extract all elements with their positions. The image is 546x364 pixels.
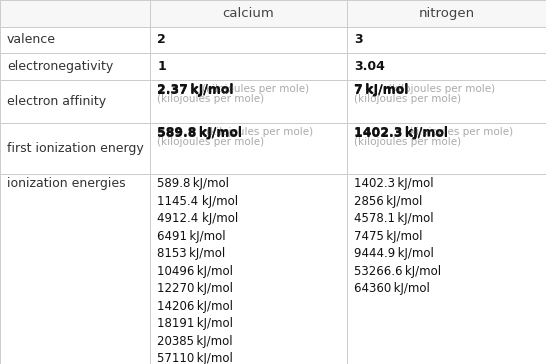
Text: (kilojoules per mole): (kilojoules per mole): [203, 84, 310, 94]
Text: electron affinity: electron affinity: [7, 95, 106, 108]
Text: 589.8 kJ/mol
1145.4 kJ/mol
4912.4 kJ/mol
6491 kJ/mol
8153 kJ/mol
10496 kJ/mol
12: 589.8 kJ/mol 1145.4 kJ/mol 4912.4 kJ/mol…: [157, 177, 239, 364]
Text: electronegativity: electronegativity: [7, 60, 114, 73]
Bar: [150, 80, 347, 123]
Bar: [150, 27, 347, 53]
Text: nitrogen: nitrogen: [418, 7, 474, 20]
Bar: [347, 174, 546, 364]
Text: 3.04: 3.04: [354, 60, 385, 73]
Bar: [150, 53, 347, 80]
Text: 2.37 kJ/mol: 2.37 kJ/mol: [157, 84, 234, 97]
Text: 7 kJ/mol: 7 kJ/mol: [354, 83, 408, 96]
Text: 1402.3 kJ/mol
2856 kJ/mol
4578.1 kJ/mol
7475 kJ/mol
9444.9 kJ/mol
53266.6 kJ/mol: 1402.3 kJ/mol 2856 kJ/mol 4578.1 kJ/mol …: [354, 177, 441, 295]
Text: ionization energies: ionization energies: [7, 177, 126, 190]
Text: (kilojoules per mole): (kilojoules per mole): [157, 94, 264, 104]
Bar: [0, 27, 150, 53]
Bar: [0, 123, 150, 174]
Text: (kilojoules per mole): (kilojoules per mole): [157, 137, 264, 147]
Bar: [347, 53, 546, 80]
Bar: [150, 174, 347, 364]
Text: 1: 1: [157, 60, 166, 73]
Text: 589.8 kJ/mol: 589.8 kJ/mol: [157, 127, 242, 140]
Bar: [0, 174, 150, 364]
Bar: [150, 0, 347, 27]
Text: (kilojoules per mole): (kilojoules per mole): [354, 94, 461, 104]
Text: first ionization energy: first ionization energy: [7, 142, 144, 155]
Text: 7 kJ/mol: 7 kJ/mol: [354, 84, 408, 97]
Text: (kilojoules per mole): (kilojoules per mole): [388, 84, 495, 94]
Text: 1402.3 kJ/mol: 1402.3 kJ/mol: [354, 126, 448, 139]
Text: 589.8 kJ/mol: 589.8 kJ/mol: [157, 126, 242, 139]
Text: 2: 2: [157, 33, 166, 46]
Text: (kilojoules per mole): (kilojoules per mole): [406, 127, 514, 137]
Bar: [347, 0, 546, 27]
Text: valence: valence: [7, 33, 56, 46]
Text: 2.37 kJ/mol: 2.37 kJ/mol: [157, 83, 234, 96]
Text: (kilojoules per mole): (kilojoules per mole): [206, 127, 313, 137]
Text: 3: 3: [354, 33, 363, 46]
Text: 1402.3 kJ/mol: 1402.3 kJ/mol: [354, 127, 448, 140]
Bar: [347, 123, 546, 174]
Text: (kilojoules per mole): (kilojoules per mole): [354, 137, 461, 147]
Text: calcium: calcium: [223, 7, 274, 20]
Bar: [347, 27, 546, 53]
Bar: [0, 80, 150, 123]
Bar: [0, 53, 150, 80]
Bar: [150, 123, 347, 174]
Bar: [0, 0, 150, 27]
Bar: [347, 80, 546, 123]
